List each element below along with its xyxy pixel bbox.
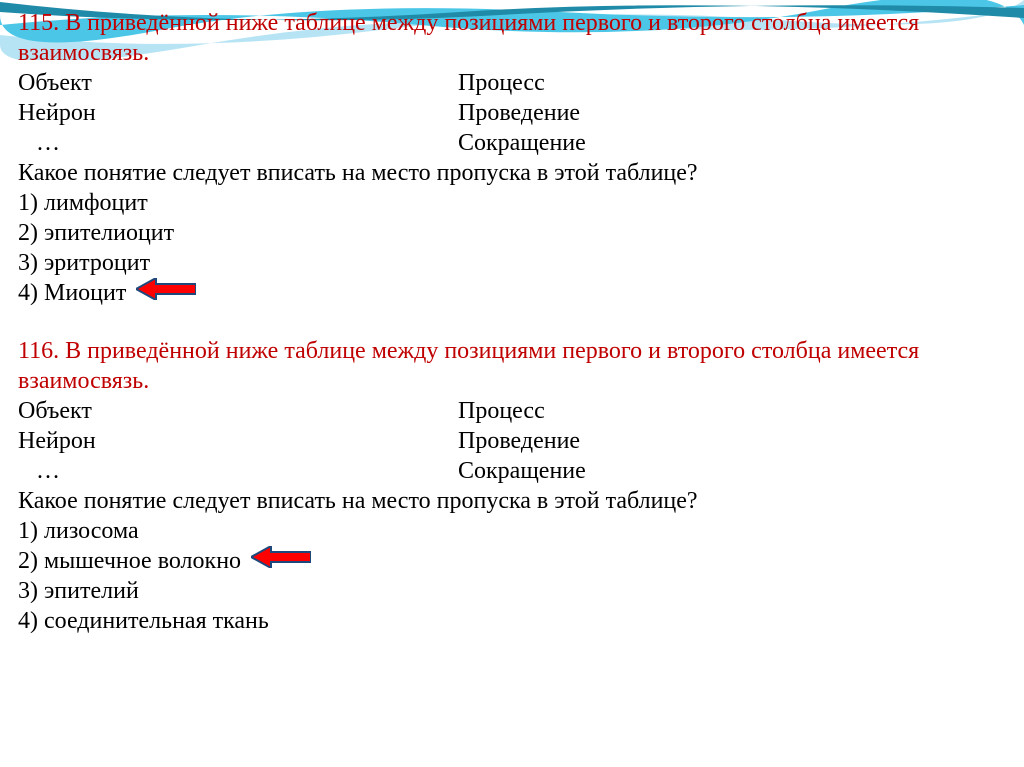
q116-opt3: 3) эпителий <box>18 576 1006 606</box>
q116-opt3-label: 3) эпителий <box>18 576 139 606</box>
q115-title: 115. В приведённой ниже таблице между по… <box>18 8 1006 68</box>
q116-r1c2: Проведение <box>458 426 1006 456</box>
q115-r2c1: … <box>18 128 458 158</box>
q116-r1c1: Нейрон <box>18 426 458 456</box>
q116-r2c2: Сокращение <box>458 456 1006 486</box>
q115-prompt: Какое понятие следует вписать на место п… <box>18 158 1006 188</box>
q116-opt2-label: 2) мышечное волокно <box>18 546 241 576</box>
q115-row2: … Сокращение <box>18 128 1006 158</box>
q115-opt2-label: 2) эпителиоцит <box>18 218 174 248</box>
slide-content: 115. В приведённой ниже таблице между по… <box>0 0 1024 636</box>
q116-body: Объект Процесс Нейрон Проведение … Сокра… <box>18 396 1006 636</box>
q115-r1c2: Проведение <box>458 98 1006 128</box>
q116-opt4: 4) соединительная ткань <box>18 606 1006 636</box>
q115-r2c2: Сокращение <box>458 128 1006 158</box>
q115-h1: Объект <box>18 68 458 98</box>
q116-row1: Нейрон Проведение <box>18 426 1006 456</box>
q115-opt2: 2) эпителиоцит <box>18 218 1006 248</box>
q116-opt4-label: 4) соединительная ткань <box>18 606 269 636</box>
q115-h2: Процесс <box>458 68 1006 98</box>
q116-row2: … Сокращение <box>18 456 1006 486</box>
q115-opt3: 3) эритроцит <box>18 248 1006 278</box>
q115-opt1: 1) лимфоцит <box>18 188 1006 218</box>
answer-arrow-icon <box>136 278 196 308</box>
q115-table-header: Объект Процесс <box>18 68 1006 98</box>
q115-opt3-label: 3) эритроцит <box>18 248 150 278</box>
q115-row1: Нейрон Проведение <box>18 98 1006 128</box>
q115-opt4: 4) Миоцит <box>18 278 1006 308</box>
q116-opt1: 1) лизосома <box>18 516 1006 546</box>
q115-opt1-label: 1) лимфоцит <box>18 188 148 218</box>
q115-r1c1: Нейрон <box>18 98 458 128</box>
q116-title: 116. В приведённой ниже таблице между по… <box>18 336 1006 396</box>
q116-prompt: Какое понятие следует вписать на место п… <box>18 486 1006 516</box>
q116-opt1-label: 1) лизосома <box>18 516 139 546</box>
q115-opt4-label: 4) Миоцит <box>18 278 126 308</box>
q116-opt2: 2) мышечное волокно <box>18 546 1006 576</box>
q116-h2: Процесс <box>458 396 1006 426</box>
answer-arrow-icon <box>251 546 311 576</box>
q116-r2c1: … <box>18 456 458 486</box>
q115-body: Объект Процесс Нейрон Проведение … Сокра… <box>18 68 1006 308</box>
q116-table-header: Объект Процесс <box>18 396 1006 426</box>
q116-h1: Объект <box>18 396 458 426</box>
